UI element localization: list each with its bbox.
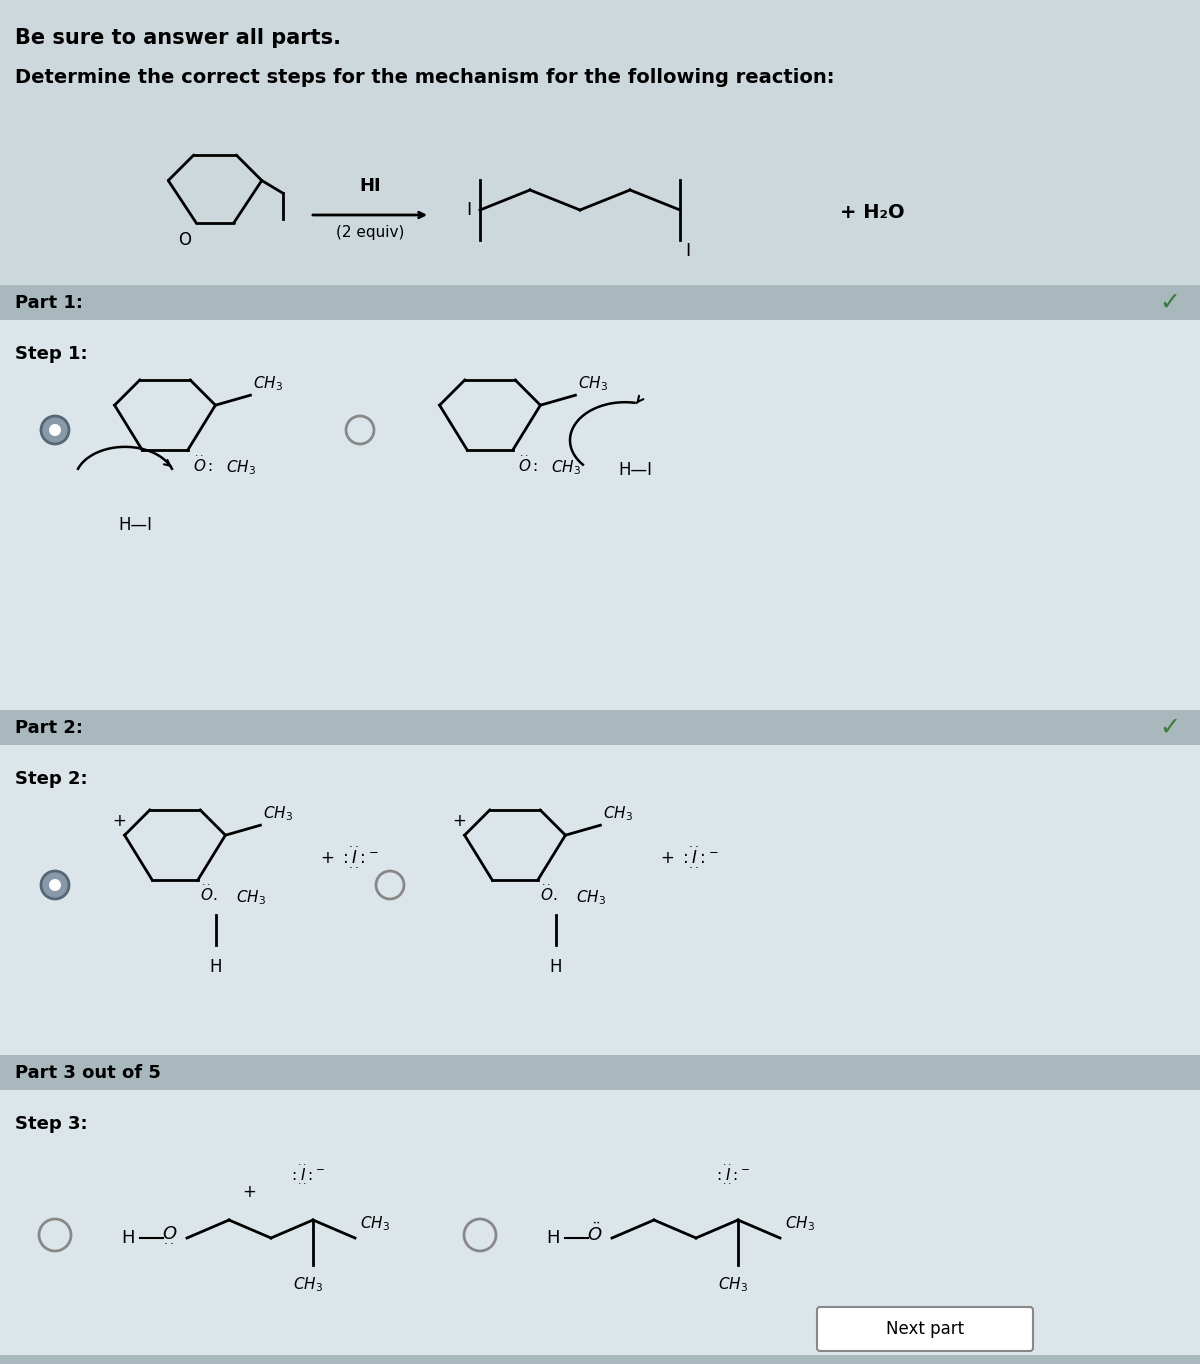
FancyBboxPatch shape	[0, 745, 1200, 1054]
Text: Determine the correct steps for the mechanism for the following reaction:: Determine the correct steps for the mech…	[14, 68, 834, 87]
Text: $CH_3$: $CH_3$	[785, 1214, 815, 1233]
Text: $+ \ \overset{..}{\underset{..}{:I:}}^{-}$: $+ \ \overset{..}{\underset{..}{:I:}}^{-…	[320, 843, 379, 872]
Text: Part 3 out of 5: Part 3 out of 5	[14, 1064, 161, 1082]
Text: H—I: H—I	[118, 516, 152, 535]
Text: Be sure to answer all parts.: Be sure to answer all parts.	[14, 29, 341, 48]
Text: H: H	[121, 1229, 134, 1247]
FancyBboxPatch shape	[0, 285, 1200, 321]
Circle shape	[49, 878, 61, 891]
FancyBboxPatch shape	[0, 1054, 1200, 1090]
Text: +: +	[452, 812, 467, 831]
FancyBboxPatch shape	[817, 1307, 1033, 1350]
Text: $CH_3$: $CH_3$	[264, 805, 293, 824]
Text: $CH_3$: $CH_3$	[253, 375, 283, 393]
Text: HI: HI	[359, 177, 380, 195]
Text: Part 1:: Part 1:	[14, 295, 83, 312]
Text: $+ \ \overset{..}{\underset{..}{:I:}}^{-}$: $+ \ \overset{..}{\underset{..}{:I:}}^{-…	[660, 843, 719, 872]
Text: H—I: H—I	[618, 461, 652, 479]
Text: ✓: ✓	[1159, 716, 1181, 741]
Text: O: O	[179, 231, 191, 250]
Text: $CH_3$: $CH_3$	[235, 888, 265, 907]
Text: ✓: ✓	[1159, 291, 1181, 315]
Text: $CH_3$: $CH_3$	[293, 1275, 323, 1293]
Text: H: H	[546, 1229, 560, 1247]
FancyBboxPatch shape	[0, 321, 1200, 711]
Text: Step 1:: Step 1:	[14, 345, 88, 363]
FancyBboxPatch shape	[0, 711, 1200, 745]
Text: $\underset{..}{\overset{}{O}}$: $\underset{..}{\overset{}{O}}$	[162, 1221, 178, 1247]
Circle shape	[49, 424, 61, 436]
Circle shape	[41, 416, 70, 445]
Text: Next part: Next part	[886, 1320, 964, 1338]
Text: Step 2:: Step 2:	[14, 771, 88, 788]
FancyBboxPatch shape	[0, 1354, 1200, 1364]
Circle shape	[41, 872, 70, 899]
Text: Part 2:: Part 2:	[14, 719, 83, 737]
Text: H: H	[550, 958, 562, 977]
Text: + H₂O: + H₂O	[840, 202, 905, 221]
Text: I: I	[685, 241, 690, 261]
Text: $CH_3$: $CH_3$	[551, 458, 581, 477]
Text: +: +	[113, 812, 126, 831]
FancyBboxPatch shape	[0, 1090, 1200, 1364]
Text: $\ddot{O}$: $\ddot{O}$	[587, 1222, 602, 1245]
Text: $CH_3$: $CH_3$	[578, 375, 608, 393]
Text: $\overset{..}{\underset{..}{:I:}}^{-}$: $\overset{..}{\underset{..}{:I:}}^{-}$	[714, 1162, 750, 1187]
Text: $\overset{..}{\underset{..}{:I:}}^{-}$: $\overset{..}{\underset{..}{:I:}}^{-}$	[289, 1162, 325, 1187]
Text: $CH_3$: $CH_3$	[604, 805, 634, 824]
Text: $\overset{..}{O}.$: $\overset{..}{O}.$	[199, 884, 217, 904]
Text: $\overset{..}{O}:$: $\overset{..}{O}:$	[193, 456, 214, 476]
Text: $CH_3$: $CH_3$	[576, 888, 606, 907]
Text: (2 equiv): (2 equiv)	[336, 225, 404, 240]
Text: $CH_3$: $CH_3$	[226, 458, 256, 477]
Text: I: I	[467, 201, 472, 220]
Text: $CH_3$: $CH_3$	[718, 1275, 748, 1293]
Text: H: H	[210, 958, 222, 977]
Text: $CH_3$: $CH_3$	[360, 1214, 390, 1233]
Text: $\overset{..}{O}.$: $\overset{..}{O}.$	[540, 884, 557, 904]
Text: +: +	[242, 1183, 256, 1200]
Text: Step 3:: Step 3:	[14, 1114, 88, 1133]
Text: $\overset{..}{O}:$: $\overset{..}{O}:$	[517, 456, 538, 476]
